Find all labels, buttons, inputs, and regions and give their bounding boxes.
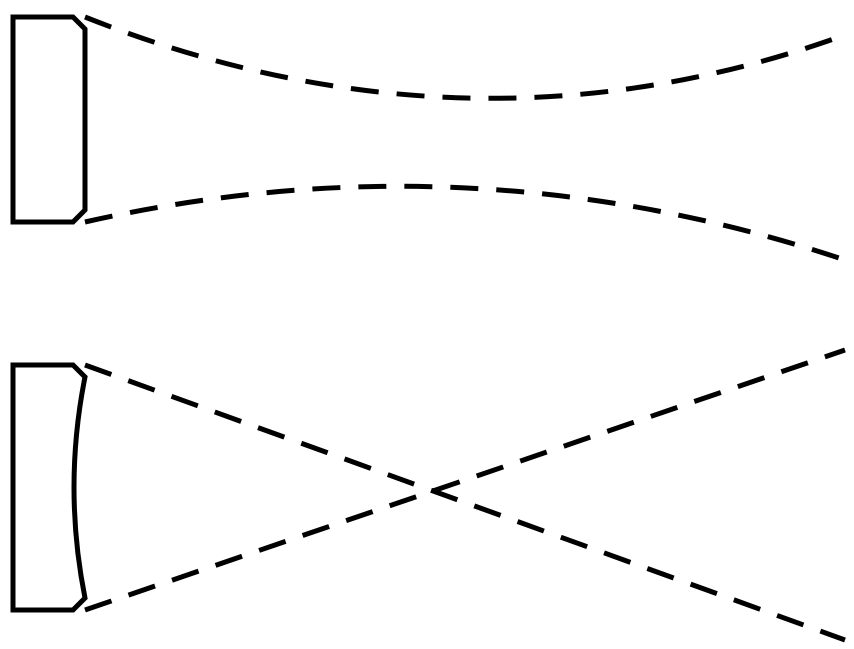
focus-ray-lower <box>85 350 845 610</box>
focus-ray-upper <box>85 365 845 640</box>
optical-diagram <box>0 0 854 649</box>
beam-ray-upper <box>85 17 845 98</box>
lens-plano-concave <box>13 365 85 610</box>
beam-ray-lower <box>85 186 845 260</box>
lens-rectangular <box>13 17 85 222</box>
